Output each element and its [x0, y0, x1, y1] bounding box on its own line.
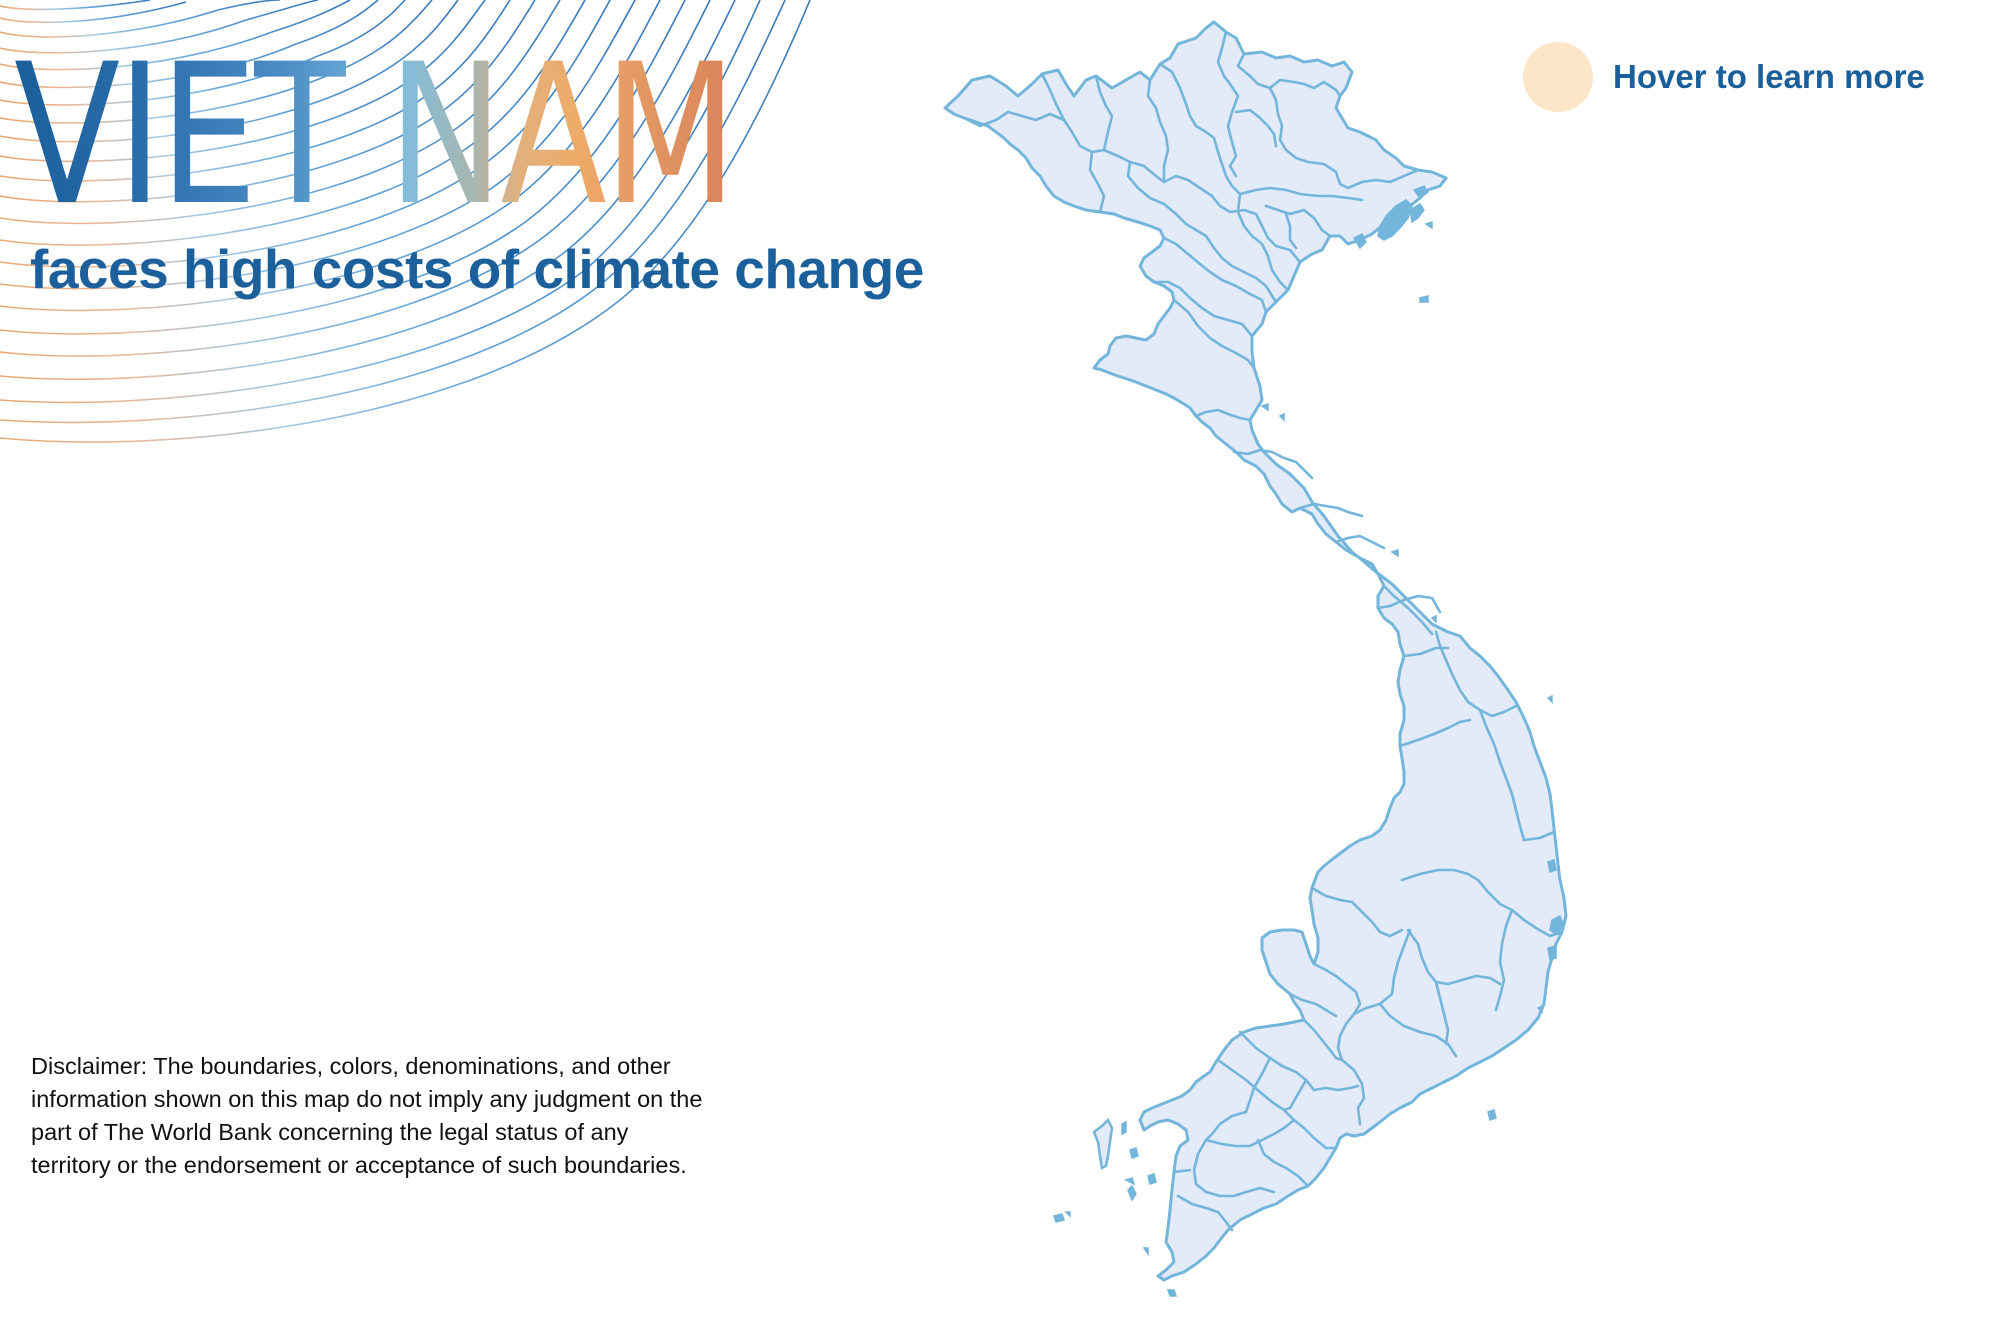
province-borders — [962, 30, 1564, 1232]
country-outline[interactable] — [943, 20, 1568, 1282]
page-subtitle: faces high costs of climate change — [30, 238, 924, 300]
page-title: VIET NAM — [14, 38, 737, 232]
hover-dot-icon[interactable] — [1523, 42, 1593, 112]
hover-hint[interactable]: Hover to learn more — [1523, 42, 1925, 112]
map-disclaimer: Disclaimer: The boundaries, colors, deno… — [31, 1053, 703, 1178]
islands — [1053, 185, 1565, 1297]
hover-hint-label: Hover to learn more — [1613, 58, 1925, 95]
title-word-nam: NAM — [387, 22, 738, 248]
title-word-viet: VIET — [14, 22, 349, 248]
